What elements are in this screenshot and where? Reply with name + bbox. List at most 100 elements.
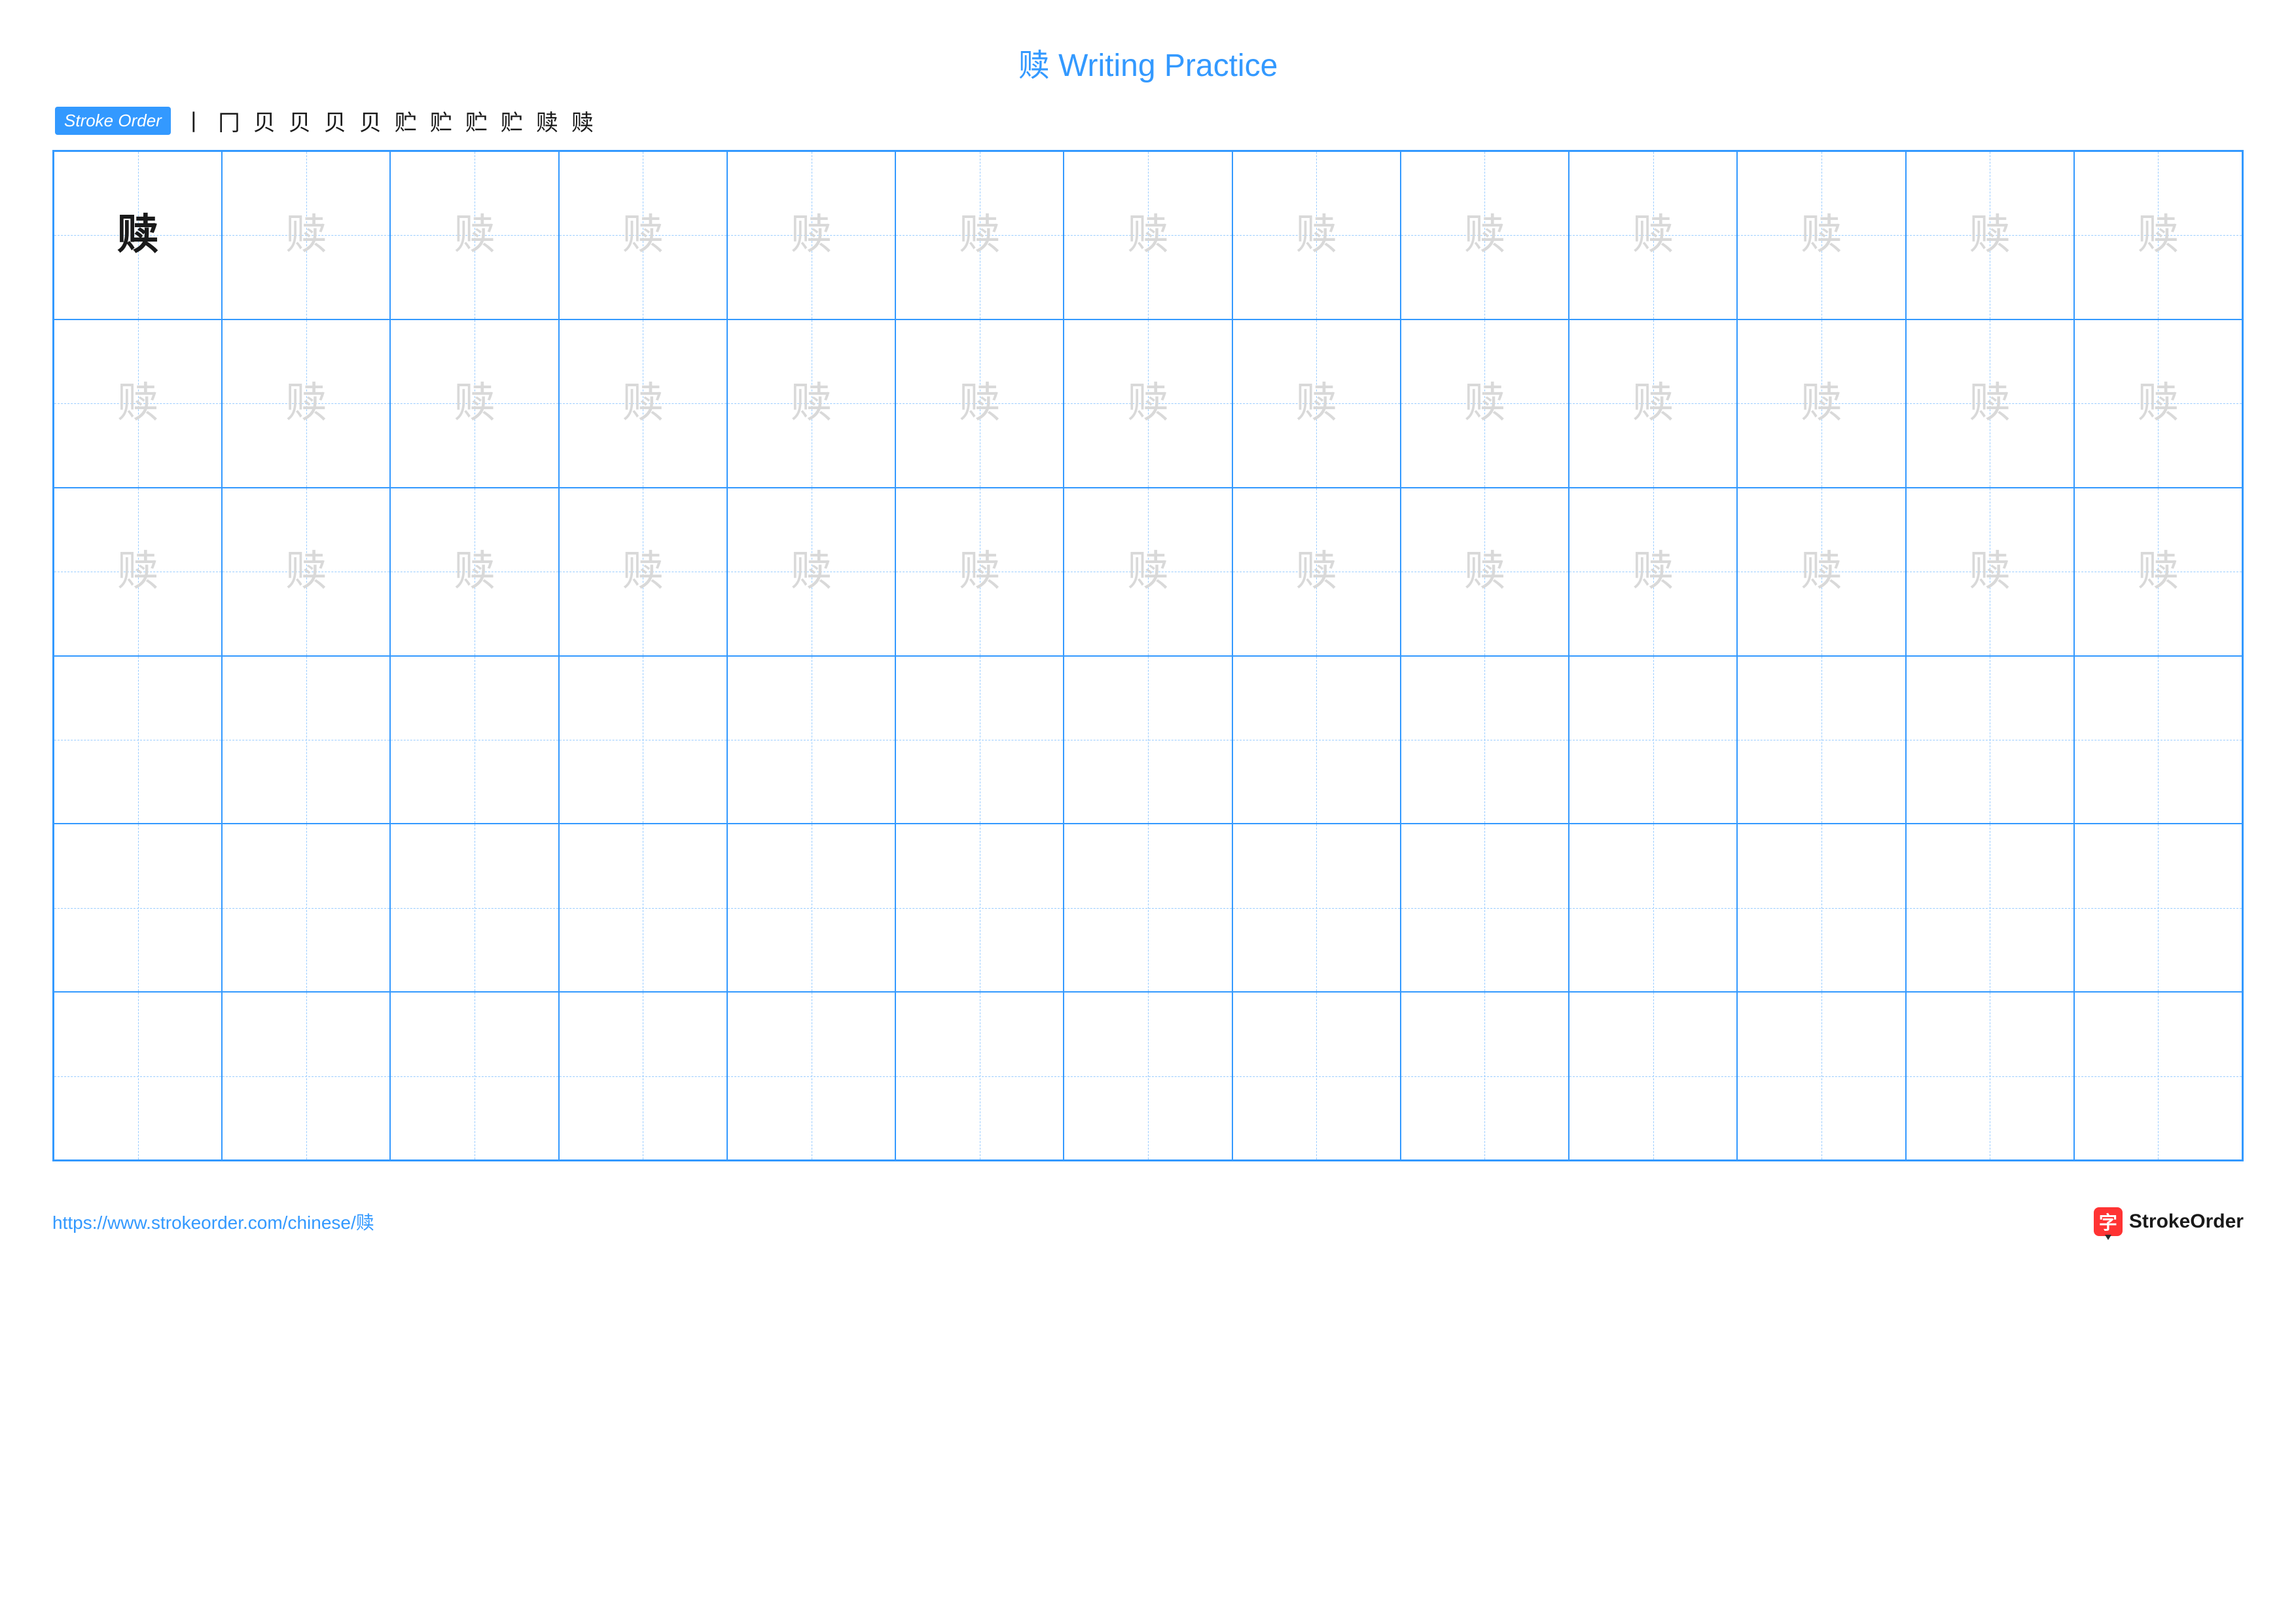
cell-glyph: 赎 bbox=[454, 382, 495, 424]
grid-cell: 赎 bbox=[1569, 151, 1737, 319]
cell-glyph: 赎 bbox=[622, 551, 664, 593]
cell-glyph: 赎 bbox=[791, 551, 833, 593]
cell-glyph: 赎 bbox=[1969, 382, 2011, 424]
grid-cell: 赎 bbox=[1064, 151, 1232, 319]
cell-glyph: 赎 bbox=[1801, 382, 1842, 424]
cell-glyph: 赎 bbox=[285, 214, 327, 256]
grid-cell bbox=[727, 824, 895, 992]
title-character: 赎 bbox=[1018, 48, 1050, 83]
grid-cell: 赎 bbox=[1232, 151, 1401, 319]
grid-cell bbox=[1737, 992, 1905, 1160]
grid-cell bbox=[1906, 824, 2074, 992]
grid-cell: 赎 bbox=[1906, 488, 2074, 656]
grid-cell bbox=[1232, 824, 1401, 992]
grid-cell: 赎 bbox=[895, 319, 1064, 488]
cell-glyph: 赎 bbox=[454, 551, 495, 593]
stroke-order-row: Stroke Order 丨冂贝贝贝贝贮贮贮贮赎赎 bbox=[52, 105, 2244, 137]
stroke-step: 赎 bbox=[536, 105, 558, 137]
grid-cell bbox=[895, 656, 1064, 824]
grid-cell bbox=[1401, 824, 1569, 992]
stroke-step: 贝 bbox=[324, 105, 346, 137]
cell-glyph: 赎 bbox=[1127, 214, 1169, 256]
stroke-order-label: Stroke Order bbox=[55, 107, 171, 135]
grid-cell: 赎 bbox=[390, 488, 558, 656]
cell-glyph: 赎 bbox=[1801, 214, 1842, 256]
cell-glyph: 赎 bbox=[1295, 551, 1337, 593]
cell-glyph: 赎 bbox=[454, 214, 495, 256]
grid-cell bbox=[390, 824, 558, 992]
cell-glyph: 赎 bbox=[791, 382, 833, 424]
grid-cell: 赎 bbox=[727, 488, 895, 656]
cell-glyph: 赎 bbox=[1632, 382, 1674, 424]
grid-cell: 赎 bbox=[54, 319, 222, 488]
cell-glyph: 赎 bbox=[959, 551, 1001, 593]
grid-cell: 赎 bbox=[1401, 488, 1569, 656]
cell-glyph: 赎 bbox=[1127, 382, 1169, 424]
grid-cell bbox=[895, 992, 1064, 1160]
grid-cell: 赎 bbox=[1906, 151, 2074, 319]
cell-glyph: 赎 bbox=[2137, 551, 2179, 593]
stroke-step: 贝 bbox=[359, 105, 382, 137]
grid-cell bbox=[54, 656, 222, 824]
grid-cell: 赎 bbox=[1232, 319, 1401, 488]
grid-cell bbox=[559, 656, 727, 824]
practice-grid: 赎赎赎赎赎赎赎赎赎赎赎赎赎赎赎赎赎赎赎赎赎赎赎赎赎赎赎赎赎赎赎赎赎赎赎赎赎赎赎 bbox=[52, 150, 2244, 1161]
footer-url: https://www.strokeorder.com/chinese/赎 bbox=[52, 1209, 374, 1235]
stroke-step: 贮 bbox=[395, 105, 417, 137]
cell-glyph: 赎 bbox=[285, 382, 327, 424]
grid-cell bbox=[1569, 824, 1737, 992]
grid-cell bbox=[54, 992, 222, 1160]
grid-cell bbox=[1064, 992, 1232, 1160]
grid-cell bbox=[1232, 656, 1401, 824]
grid-cell: 赎 bbox=[559, 319, 727, 488]
cell-glyph: 赎 bbox=[1295, 214, 1337, 256]
cell-glyph: 赎 bbox=[117, 214, 159, 256]
grid-cell bbox=[1401, 992, 1569, 1160]
grid-cell bbox=[559, 992, 727, 1160]
brand: 字 StrokeOrder bbox=[2094, 1207, 2244, 1236]
grid-cell: 赎 bbox=[1737, 488, 1905, 656]
brand-text: StrokeOrder bbox=[2129, 1211, 2244, 1233]
cell-glyph: 赎 bbox=[1632, 551, 1674, 593]
cell-glyph: 赎 bbox=[1632, 214, 1674, 256]
stroke-step: 贮 bbox=[430, 105, 452, 137]
grid-cell: 赎 bbox=[2074, 319, 2242, 488]
grid-cell: 赎 bbox=[54, 488, 222, 656]
grid-cell bbox=[1569, 656, 1737, 824]
cell-glyph: 赎 bbox=[622, 214, 664, 256]
grid-cell bbox=[222, 992, 390, 1160]
grid-cell bbox=[1737, 656, 1905, 824]
grid-cell: 赎 bbox=[1401, 319, 1569, 488]
grid-cell: 赎 bbox=[1232, 488, 1401, 656]
cell-glyph: 赎 bbox=[791, 214, 833, 256]
grid-cell bbox=[895, 824, 1064, 992]
cell-glyph: 赎 bbox=[959, 214, 1001, 256]
grid-cell bbox=[1401, 656, 1569, 824]
cell-glyph: 赎 bbox=[2137, 382, 2179, 424]
stroke-steps-container: 丨冂贝贝贝贝贮贮贮贮赎赎 bbox=[183, 105, 594, 137]
grid-cell: 赎 bbox=[895, 488, 1064, 656]
page-title: 赎 Writing Practice bbox=[52, 39, 2244, 85]
grid-cell: 赎 bbox=[390, 151, 558, 319]
grid-cell bbox=[2074, 824, 2242, 992]
grid-cell bbox=[1906, 992, 2074, 1160]
cell-glyph: 赎 bbox=[285, 551, 327, 593]
cell-glyph: 赎 bbox=[117, 551, 159, 593]
cell-glyph: 赎 bbox=[1463, 551, 1505, 593]
grid-cell: 赎 bbox=[1569, 488, 1737, 656]
grid-cell: 赎 bbox=[1064, 488, 1232, 656]
stroke-step: 贮 bbox=[465, 105, 488, 137]
cell-glyph: 赎 bbox=[1969, 214, 2011, 256]
grid-cell: 赎 bbox=[2074, 151, 2242, 319]
footer: https://www.strokeorder.com/chinese/赎 字 … bbox=[52, 1207, 2244, 1236]
grid-cell bbox=[1569, 992, 1737, 1160]
grid-cell: 赎 bbox=[559, 488, 727, 656]
grid-cell bbox=[390, 656, 558, 824]
grid-cell bbox=[727, 992, 895, 1160]
grid-cell: 赎 bbox=[727, 151, 895, 319]
cell-glyph: 赎 bbox=[1127, 551, 1169, 593]
grid-cell: 赎 bbox=[1737, 151, 1905, 319]
stroke-step: 冂 bbox=[218, 105, 240, 137]
cell-glyph: 赎 bbox=[1463, 382, 1505, 424]
grid-cell bbox=[1232, 992, 1401, 1160]
